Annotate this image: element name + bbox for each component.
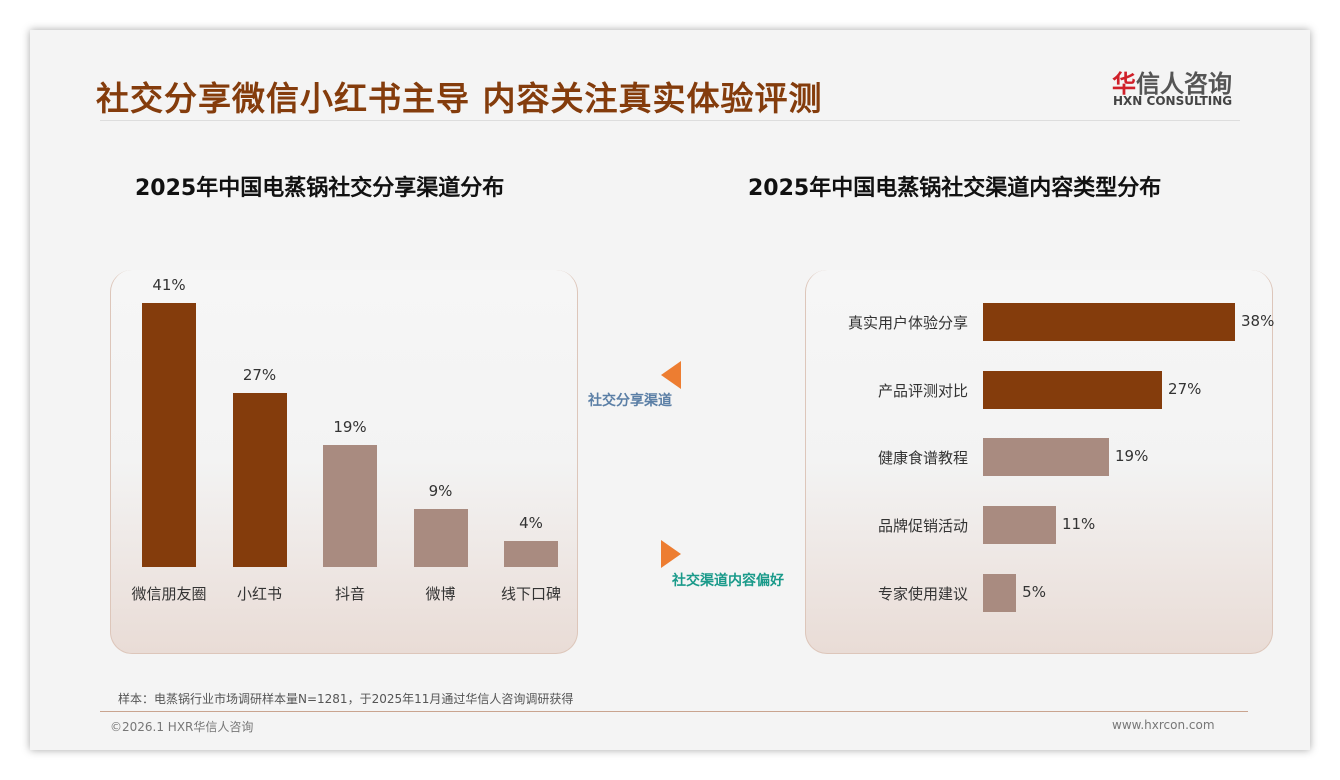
logo: 华信人咨询 (1112, 64, 1232, 99)
bar (983, 370, 1163, 409)
page-title: 社交分享微信小红书主导 内容关注真实体验评测 (96, 79, 823, 118)
arrow-right-label: 社交渠道内容偏好 (672, 573, 784, 589)
right-chart-title: 2025年中国电蒸锅社交渠道内容类型分布 (748, 176, 1162, 201)
left-chart-title: 2025年中国电蒸锅社交分享渠道分布 (135, 176, 505, 201)
category-label: 专家使用建议 (877, 584, 968, 603)
data-label: 4% (519, 514, 543, 533)
bar (232, 393, 287, 567)
category-label: 品牌促销活动 (877, 517, 968, 536)
data-label: 19% (333, 417, 367, 436)
arrow-left-label: 社交分享渠道 (588, 393, 672, 409)
data-label: 9% (428, 482, 453, 501)
logo-en: HXN CONSULTING (1113, 94, 1233, 108)
bar (413, 509, 468, 567)
category-label: 产品评测对比 (877, 381, 968, 400)
arrow-left-icon (661, 361, 681, 389)
divider (100, 120, 1240, 121)
data-label: 41% (152, 276, 186, 294)
logo-accent: 华 (1112, 70, 1136, 98)
sample-note: 样本：电蒸锅行业市场调研样本量N=1281，于2025年11月通过华信人咨询调研… (118, 692, 574, 706)
category-label: 小红书 (236, 585, 282, 603)
category-label: 抖音 (334, 585, 365, 603)
category-label: 微博 (425, 585, 456, 603)
bar (983, 438, 1109, 477)
bar (323, 444, 377, 567)
bar (504, 541, 558, 567)
bar (983, 573, 1017, 612)
category-label: 线下口碑 (500, 585, 561, 603)
data-label: 38% (1241, 312, 1275, 330)
logo-text: 信人咨询 (1136, 70, 1232, 98)
website: www.hxrcon.com (1112, 718, 1215, 732)
data-label: 27% (1168, 379, 1202, 398)
category-label: 微信朋友圈 (131, 585, 207, 603)
bar (142, 303, 196, 567)
slide: 社交分享微信小红书主导 内容关注真实体验评测 华信人咨询 HXN CONSULT… (30, 30, 1310, 750)
footer-divider (100, 711, 1248, 712)
data-label: 19% (1115, 447, 1149, 466)
data-label: 27% (242, 366, 277, 385)
arrow-right-icon (661, 540, 681, 568)
bar (983, 506, 1056, 545)
category-label: 真实用户体验分享 (847, 314, 968, 332)
data-label: 11% (1061, 515, 1096, 534)
copyright: ©2026.1 HXR华信人咨询 (110, 720, 254, 734)
data-label: 5% (1022, 582, 1046, 601)
category-label: 健康食谱教程 (877, 449, 968, 468)
bar (983, 303, 1235, 341)
